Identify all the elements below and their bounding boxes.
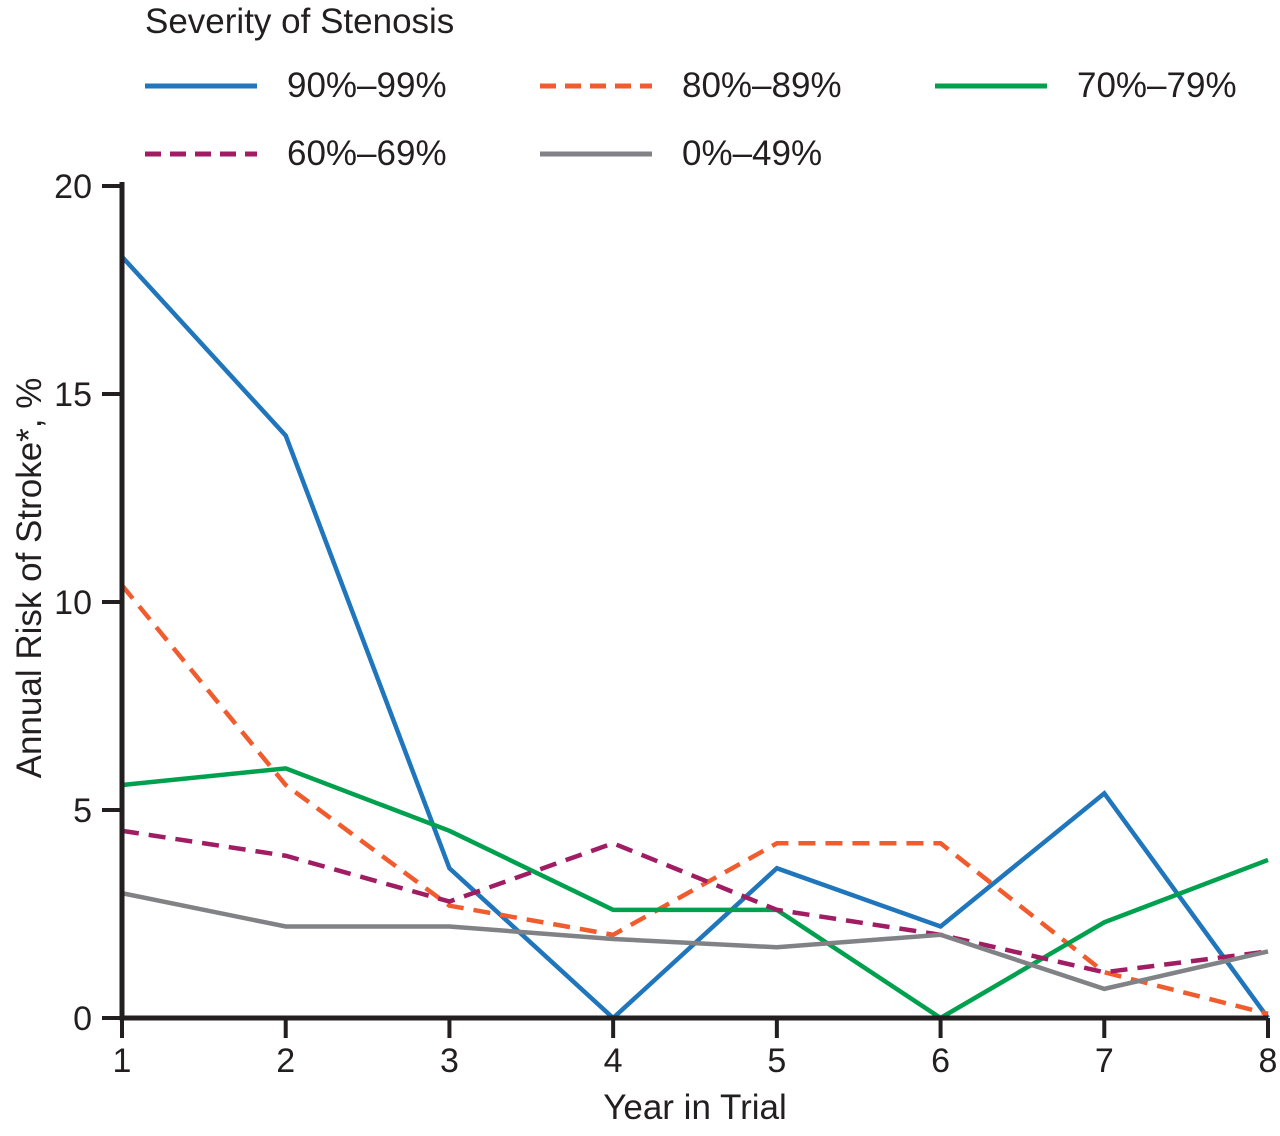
legend-item-0-49: 0%–49% [540,130,935,178]
legend-item-80-89: 80%–89% [540,62,935,110]
x-tick-label: 2 [276,1042,295,1080]
legend: 90%–99% 80%–89% 70%–79% 60%–69% 0%–49% [145,62,1280,178]
legend-swatch-70-79 [935,83,1047,89]
x-tick-label: 8 [1259,1042,1278,1080]
legend-item-90-99: 90%–99% [145,62,540,110]
legend-item-60-69: 60%–69% [145,130,540,178]
x-tick-label: 3 [440,1042,459,1080]
x-tick-label: 6 [931,1042,950,1080]
y-tick-label: 0 [73,1000,92,1038]
legend-swatch-0-49 [540,151,652,157]
legend-label-60-69: 60%–69% [287,134,447,173]
legend-swatch-60-69 [145,151,257,157]
series-line-90-99 [120,255,1270,1022]
x-tick-label: 4 [604,1042,623,1080]
series-line-70-79 [121,766,1269,1021]
y-tick-label: 15 [54,376,92,414]
x-tick-label: 1 [113,1042,132,1080]
x-tick-label: 5 [767,1042,786,1080]
legend-label-80-89: 80%–89% [682,66,842,105]
legend-title: Severity of Stenosis [145,2,455,41]
legend-swatch-80-89 [540,83,652,89]
legend-label-70-79: 70%–79% [1077,66,1237,105]
legend-item-70-79: 70%–79% [935,62,1280,110]
x-axis-label: Year in Trial [603,1088,787,1127]
y-tick-label: 10 [54,584,92,622]
legend-label-0-49: 0%–49% [682,134,823,173]
legend-swatch-90-99 [145,83,257,89]
y-tick-label: 5 [73,792,92,830]
series-line-60-69 [121,828,1269,975]
legend-label-90-99: 90%–99% [287,66,447,105]
series-line-0-49 [121,890,1269,992]
x-tick-label: 7 [1095,1042,1114,1080]
y-tick-label: 20 [54,168,92,206]
